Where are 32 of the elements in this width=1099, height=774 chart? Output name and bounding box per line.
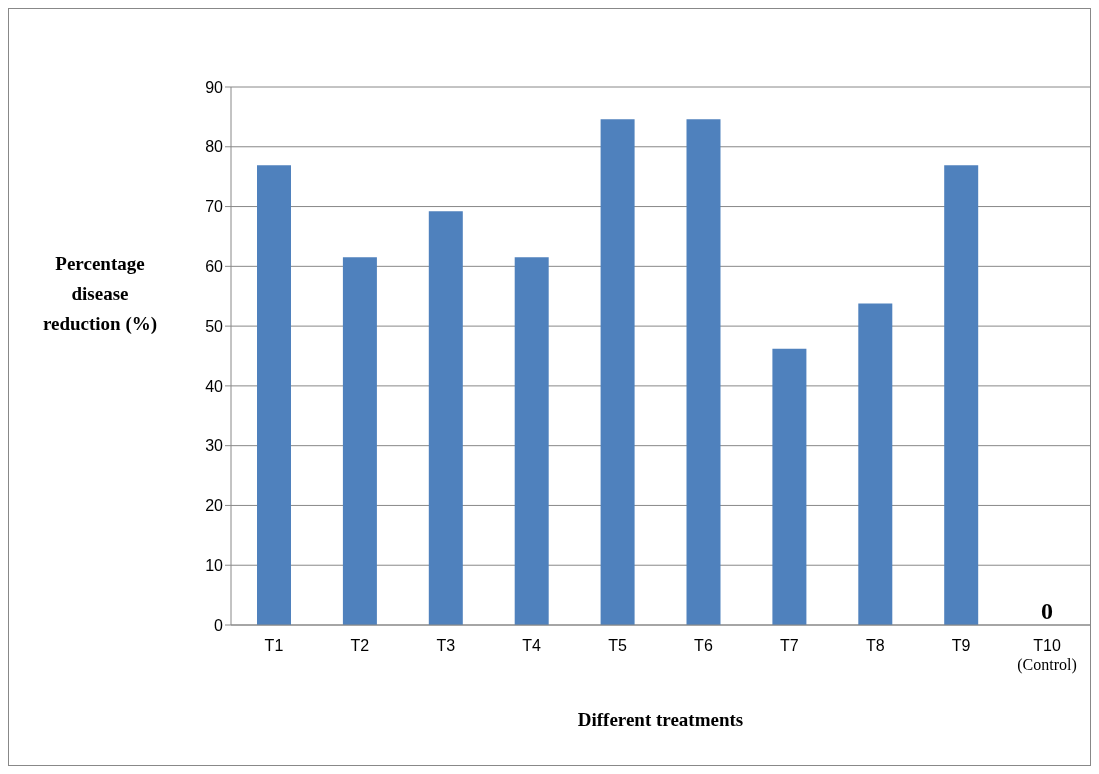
- bar: [342, 257, 377, 625]
- bar: [858, 303, 893, 625]
- annotation: 0: [1041, 598, 1054, 624]
- y-tick-label: 90: [205, 78, 224, 96]
- x-tick-label: T1: [264, 637, 284, 654]
- bar: [944, 165, 979, 625]
- y-tick-label: 60: [205, 258, 224, 276]
- x-tick-label: T5: [608, 637, 627, 654]
- y-tick-label: 80: [205, 138, 224, 156]
- x-tick-label: T2: [350, 637, 370, 654]
- y-tick-label: 70: [205, 198, 224, 216]
- x-tick-label: T3: [436, 637, 456, 654]
- y-tick-label: 40: [205, 377, 224, 395]
- y-tick-label: 0: [214, 616, 224, 634]
- x-axis-title: Different treatments: [576, 709, 745, 731]
- bar: [772, 348, 807, 625]
- x-tick-label: T6: [694, 637, 713, 654]
- x-tick-label: T8: [865, 637, 885, 654]
- x-tick-label: T9: [951, 637, 971, 654]
- y-tick-label: 10: [205, 556, 224, 574]
- x-tick-label: T10 (Control): [1017, 637, 1077, 674]
- bar: [600, 119, 635, 625]
- bar: [686, 119, 721, 625]
- y-tick-label: 50: [205, 317, 224, 335]
- y-axis-title: Percentage disease reduction (%): [41, 252, 159, 336]
- x-tick-label: T4: [522, 637, 542, 654]
- y-tick-label: 30: [205, 437, 224, 455]
- bar: [428, 211, 463, 625]
- x-tick-label: T7: [780, 637, 799, 654]
- bar: [257, 165, 291, 625]
- bar: [514, 257, 549, 625]
- y-tick-label: 20: [205, 497, 224, 515]
